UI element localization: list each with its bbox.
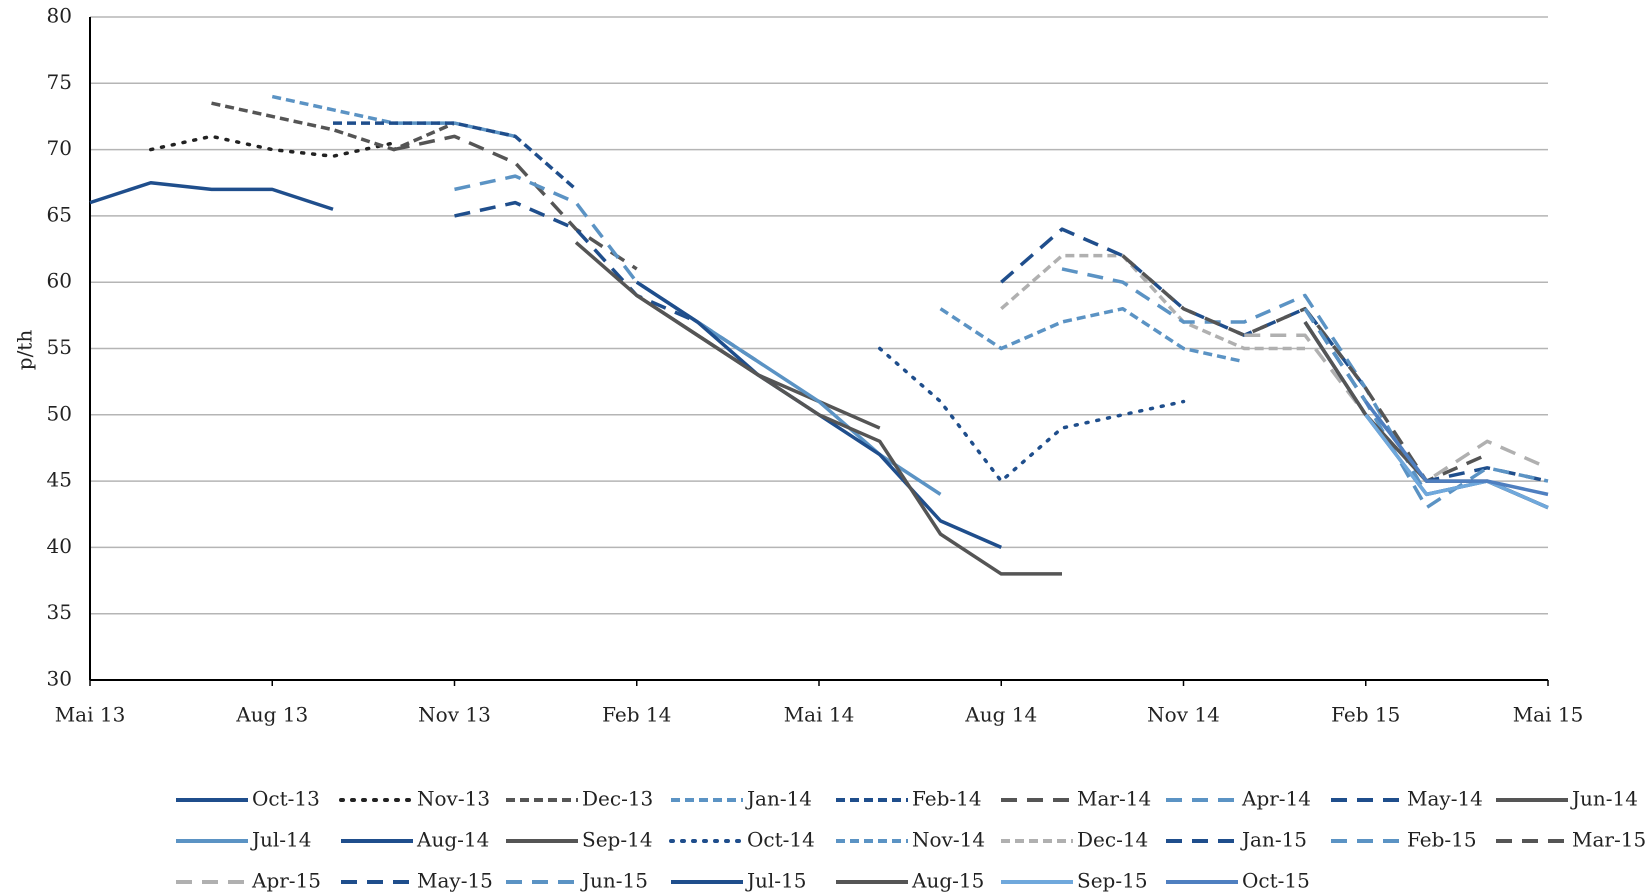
legend-label: Jun-14 bbox=[1570, 787, 1638, 811]
legend-label: Feb-14 bbox=[912, 787, 982, 811]
legend-label: Aug-15 bbox=[911, 869, 984, 893]
series-line bbox=[1364, 413, 1549, 510]
legend-label: Jan-15 bbox=[1240, 828, 1307, 852]
legend-label: Apr-14 bbox=[1241, 787, 1311, 811]
series-line bbox=[149, 134, 396, 158]
legend-label: Jul-15 bbox=[745, 869, 807, 893]
y-tick-label: 30 bbox=[47, 667, 72, 691]
series-line bbox=[878, 346, 1186, 483]
series-line bbox=[211, 101, 456, 152]
series-line bbox=[333, 121, 578, 191]
legend-label: Sep-15 bbox=[1077, 869, 1148, 893]
legend-label: Sep-14 bbox=[582, 828, 653, 852]
y-tick-label: 60 bbox=[47, 269, 72, 293]
x-tick-label: Aug 14 bbox=[964, 703, 1037, 727]
x-tick-label: Mai 15 bbox=[1513, 703, 1584, 727]
series-line bbox=[271, 94, 516, 139]
y-tick-label: 45 bbox=[47, 468, 72, 492]
y-tick-label: 80 bbox=[47, 4, 72, 28]
legend-label: Oct-13 bbox=[252, 787, 320, 811]
legend-label: Aug-14 bbox=[416, 828, 489, 852]
x-tick-label: Feb 14 bbox=[602, 703, 671, 727]
series-line bbox=[939, 306, 1245, 364]
legend-label: Apr-15 bbox=[251, 869, 321, 893]
series-line bbox=[1000, 253, 1305, 351]
x-tick-label: Nov 13 bbox=[418, 703, 491, 727]
series-line bbox=[1303, 307, 1549, 510]
legend-label: Oct-14 bbox=[747, 828, 815, 852]
series-line bbox=[1364, 400, 1549, 497]
legend-label: Dec-14 bbox=[1077, 828, 1148, 852]
x-tick-label: Feb 15 bbox=[1331, 703, 1400, 727]
series-line bbox=[1121, 254, 1488, 483]
series-line bbox=[89, 181, 334, 211]
y-tick-label: 70 bbox=[47, 136, 72, 160]
legend-label: May-15 bbox=[417, 869, 493, 893]
series-line bbox=[1061, 267, 1429, 496]
legend-label: Jun-15 bbox=[580, 869, 648, 893]
y-tick-label: 35 bbox=[47, 600, 72, 624]
legend-label: Mar-14 bbox=[1077, 787, 1151, 811]
y-axis-label: p/th bbox=[13, 330, 37, 371]
legend-label: Jan-14 bbox=[745, 787, 812, 811]
series-line bbox=[1000, 227, 1368, 390]
legend-label: May-14 bbox=[1407, 787, 1483, 811]
y-tick-label: 75 bbox=[47, 70, 72, 94]
x-tick-label: Mai 14 bbox=[784, 703, 855, 727]
series-line bbox=[454, 174, 699, 324]
legend-label: Jul-14 bbox=[250, 828, 312, 852]
legend-label: Nov-13 bbox=[417, 787, 490, 811]
series-line bbox=[1303, 307, 1549, 483]
y-tick-label: 40 bbox=[47, 534, 72, 558]
y-tick-label: 65 bbox=[47, 202, 72, 226]
series-line bbox=[393, 134, 638, 271]
legend-label: Dec-13 bbox=[582, 787, 653, 811]
series-line bbox=[635, 293, 1062, 576]
x-tick-label: Mai 13 bbox=[55, 703, 126, 727]
series-line bbox=[574, 241, 881, 430]
y-tick-label: 55 bbox=[47, 335, 72, 359]
legend-label: Oct-15 bbox=[1242, 869, 1310, 893]
x-tick-label: Nov 14 bbox=[1147, 703, 1220, 727]
y-tick-label: 50 bbox=[47, 401, 72, 425]
legend-label: Nov-14 bbox=[912, 828, 985, 852]
series-line bbox=[1244, 333, 1549, 483]
legend-label: Mar-15 bbox=[1572, 828, 1646, 852]
x-tick-label: Aug 13 bbox=[235, 703, 308, 727]
legend-label: Feb-15 bbox=[1407, 828, 1477, 852]
